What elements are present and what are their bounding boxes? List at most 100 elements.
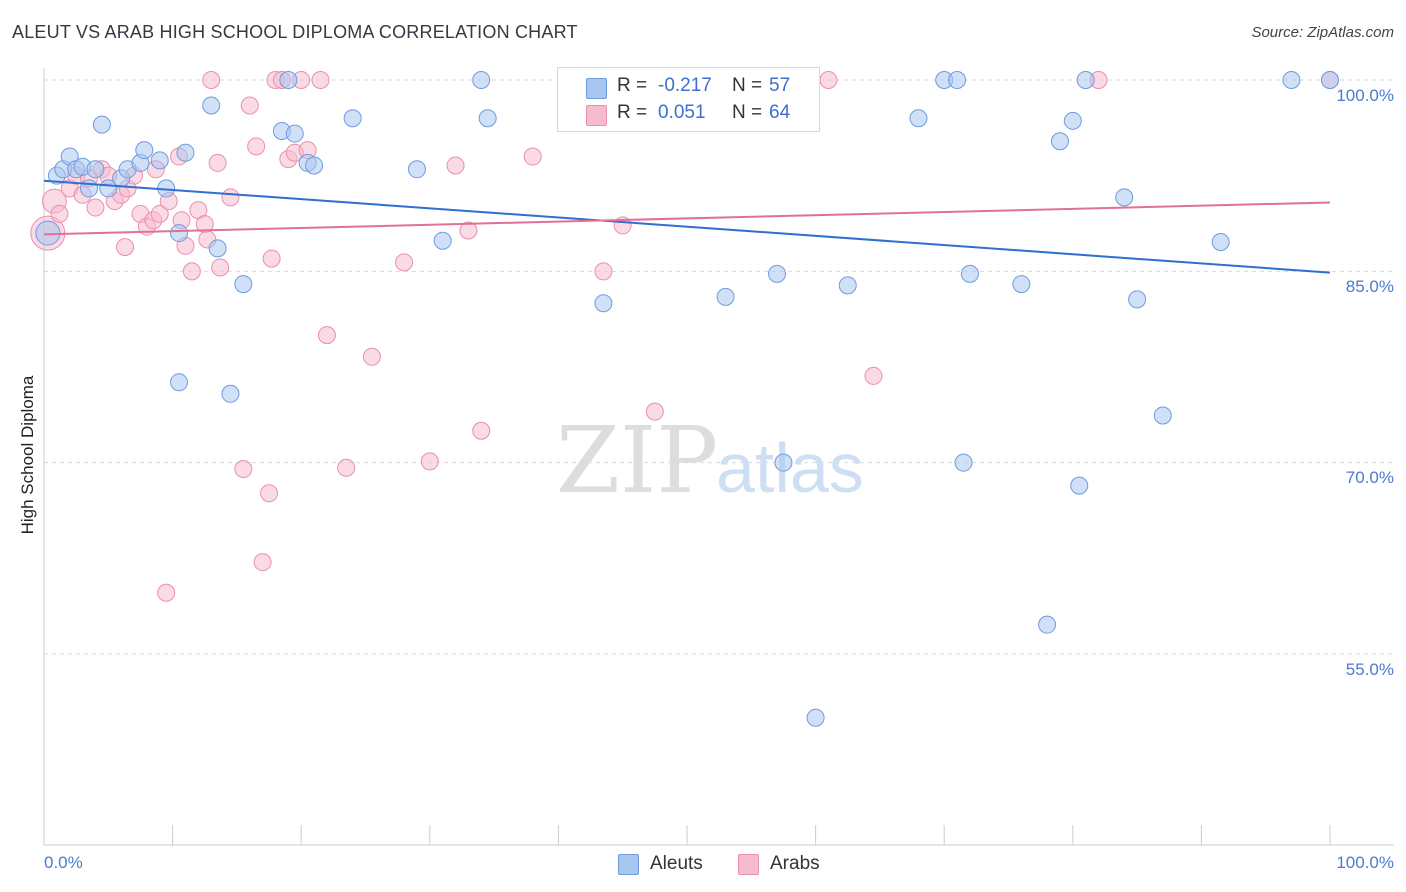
arabs-point [182, 262, 201, 281]
aleuts-point [774, 453, 793, 472]
aleuts-point [806, 708, 825, 727]
aleuts-point [1063, 111, 1082, 130]
arabs-point [86, 198, 105, 217]
arabs-point [234, 460, 253, 479]
aleuts-point [1211, 232, 1230, 251]
aleuts-point [86, 160, 105, 179]
aleuts-swatch [618, 854, 639, 875]
aleuts-point [202, 96, 221, 115]
aleuts-point [234, 275, 253, 294]
arabs-point [262, 249, 281, 268]
arabs-point [459, 221, 478, 240]
arabs-point [864, 366, 883, 385]
aleuts-point [594, 294, 613, 313]
aleuts-point [208, 239, 227, 258]
arabs-point [116, 238, 135, 257]
aleuts-point [343, 109, 362, 128]
arabs-point [594, 262, 613, 281]
arabs-point [337, 458, 356, 477]
aleuts-point [472, 71, 491, 89]
aleuts-point [1070, 476, 1089, 495]
aleuts-point [176, 143, 195, 162]
aleuts-point [221, 384, 240, 403]
aleuts-trend-line [43, 179, 1331, 274]
arabs-point [260, 484, 279, 503]
legend-r-label: R = [617, 75, 648, 96]
legend-r-label: R = [617, 102, 648, 123]
aleuts-point [305, 156, 324, 175]
arabs-point [240, 96, 259, 115]
arabs-point [317, 326, 336, 345]
aleuts-point [716, 287, 735, 306]
aleuts-point [135, 141, 154, 160]
aleuts-point [407, 160, 426, 179]
arabs-swatch [586, 105, 607, 126]
arabs-point [208, 153, 227, 172]
stats-legend: R = -0.217 N = 57 R = 0.051 N = 64 [557, 67, 820, 132]
arabs-trend-line [43, 201, 1331, 236]
arabs-point [311, 71, 330, 89]
legend-r-value: 0.051 [658, 102, 706, 123]
aleuts-point [954, 453, 973, 472]
aleuts-point [170, 373, 189, 392]
watermark-zip: ZIP [556, 407, 718, 514]
arabs-point [150, 204, 169, 223]
arabs-point [157, 583, 176, 602]
watermark: ZIP atlas [556, 407, 864, 514]
aleuts-point [433, 231, 452, 250]
arabs-point [819, 71, 838, 89]
legend-n-label: N = [732, 75, 763, 96]
arabs-point [50, 204, 69, 223]
aleuts-point [1128, 290, 1147, 309]
source-label: Source: ZipAtlas.com [1251, 24, 1394, 41]
arabs-point [362, 347, 381, 366]
y-tick-label: 55.0% [1345, 660, 1394, 679]
aleuts-point [1038, 615, 1057, 634]
aleuts-point [92, 115, 111, 134]
legend-r-value: -0.217 [658, 75, 712, 96]
y-axis-label: High School Diploma [18, 375, 37, 535]
arabs-point [446, 156, 465, 175]
arabs-point [247, 137, 266, 156]
aleuts-point [838, 276, 857, 295]
legend-n-value: 57 [769, 75, 791, 96]
arabs-point [253, 553, 272, 572]
aleuts-point [279, 71, 298, 89]
legend-n-value: 64 [769, 102, 791, 123]
arabs-point [211, 258, 230, 277]
x-tick-label: 0.0% [44, 853, 83, 872]
chart-title: ALEUT VS ARAB HIGH SCHOOL DIPLOMA CORREL… [12, 22, 578, 42]
arabs-point [221, 188, 240, 207]
aleuts-point [1321, 71, 1339, 89]
aleuts-point [1050, 132, 1069, 151]
aleuts-point [1012, 275, 1031, 294]
gridlines [44, 79, 1394, 655]
arabs-point [472, 421, 491, 440]
aleuts-point [150, 151, 169, 170]
aleuts-point [285, 124, 304, 143]
arabs-point [420, 452, 439, 471]
arabs-swatch [738, 854, 759, 875]
aleuts-point [1076, 71, 1095, 89]
y-tick-label: 70.0% [1345, 468, 1394, 487]
aleuts-point [768, 264, 787, 283]
y-tick-label: 100.0% [1336, 86, 1394, 105]
aleuts-point [1115, 188, 1134, 207]
aleuts-point [909, 109, 928, 128]
arabs-point [523, 147, 542, 166]
legend-label-aleuts: Aleuts [650, 853, 703, 874]
aleuts-series [35, 71, 1339, 727]
legend-n-label: N = [732, 102, 763, 123]
x-tick-label: 100.0% [1336, 853, 1394, 872]
arabs-series [30, 71, 1339, 602]
trend-lines [43, 179, 1331, 274]
aleuts-point [170, 224, 189, 243]
legend-label-arabs: Arabs [770, 853, 820, 874]
arabs-point [395, 253, 414, 272]
y-tick-label: 85.0% [1345, 277, 1394, 296]
arabs-point [202, 71, 221, 89]
aleuts-point [1282, 71, 1301, 89]
arabs-point [645, 402, 664, 421]
aleuts-point [960, 264, 979, 283]
